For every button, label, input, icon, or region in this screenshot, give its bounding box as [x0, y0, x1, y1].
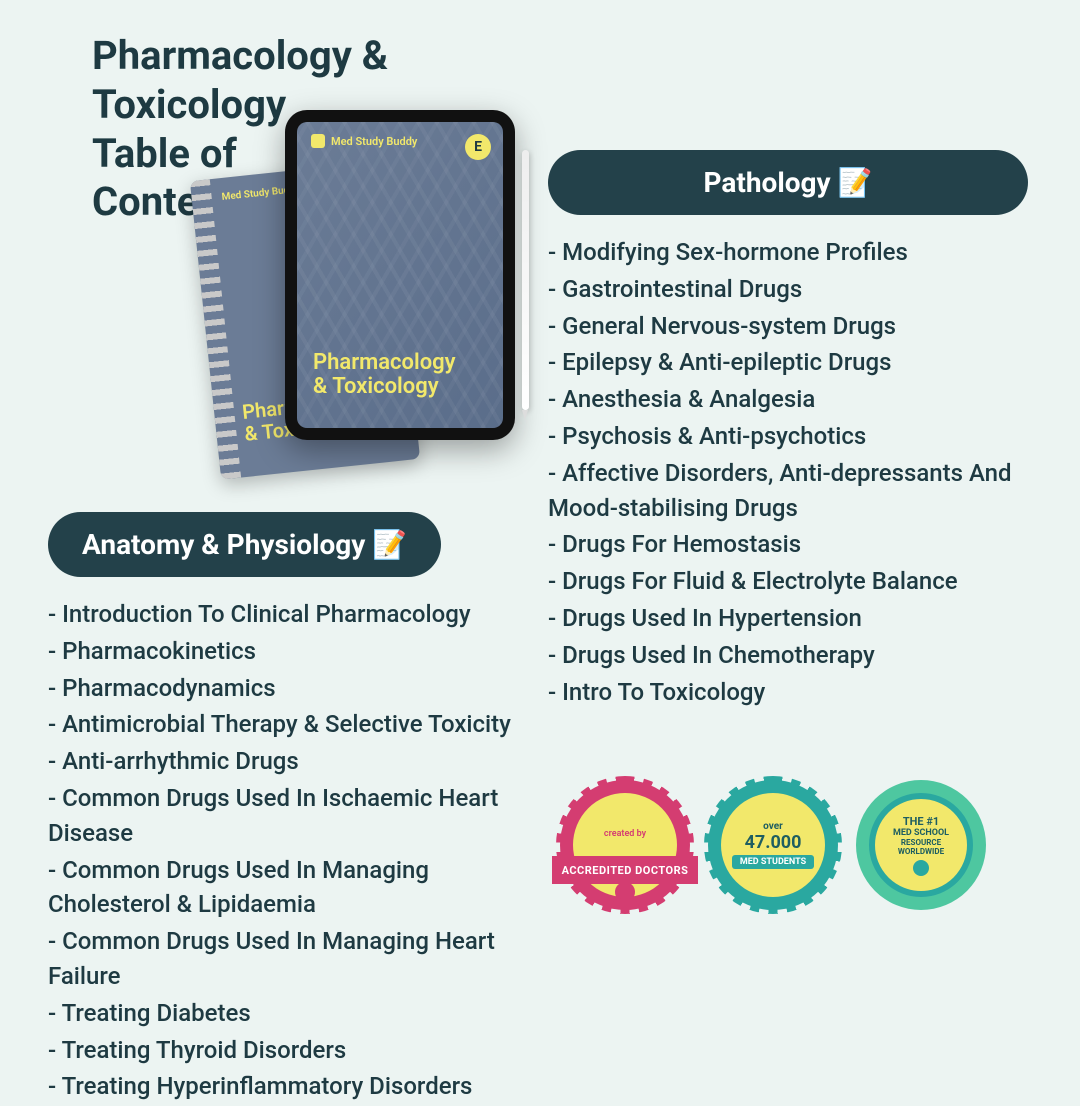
pathology-heading-pill: Pathology 📝 — [548, 150, 1028, 215]
person-icon — [615, 882, 635, 902]
badge-med-students: over 47.000 MED STUDENTS — [708, 780, 838, 910]
anatomy-section: Anatomy & Physiology 📝 - Introduction To… — [48, 512, 528, 1106]
topic-item: - Psychosis & Anti-psychotics — [548, 419, 1028, 454]
topic-item: - Treating Hyperinflammatory Disorders — [48, 1069, 528, 1104]
anatomy-heading-text: Anatomy & Physiology 📝 — [82, 528, 407, 561]
topic-item: - Antimicrobial Therapy & Selective Toxi… — [48, 707, 528, 742]
badge-accredited-doctors: created by ACCREDITED DOCTORS — [560, 780, 690, 910]
pathology-section: Pathology 📝 - Modifying Sex-hormone Prof… — [548, 150, 1028, 711]
topic-item: - Gastrointestinal Drugs — [548, 272, 1028, 307]
topic-item: - Pharmacokinetics — [48, 634, 528, 669]
anatomy-heading-pill: Anatomy & Physiology 📝 — [48, 512, 441, 577]
brand-square-icon — [311, 134, 325, 148]
tablet-brand: Med Study Buddy — [311, 134, 417, 148]
topic-item: - Anesthesia & Analgesia — [548, 382, 1028, 417]
topic-item: - Affective Disorders, Anti-depressants … — [548, 456, 1028, 526]
topic-item: - Drugs Used In Hypertension — [548, 601, 1028, 636]
topic-item: - Drugs Used In Chemotherapy — [548, 638, 1028, 673]
topic-item: - Common Drugs Used In Managing Choleste… — [48, 853, 528, 923]
pathology-topic-list: - Modifying Sex-hormone Profiles- Gastro… — [548, 235, 1028, 709]
badge-number-one: THE #1 MED SCHOOL RESOURCE WORLDWIDE — [856, 780, 986, 910]
topic-item: - Drugs For Fluid & Electrolyte Balance — [548, 564, 1028, 599]
topic-item: - Treating Diabetes — [48, 996, 528, 1031]
topic-item: - Introduction To Clinical Pharmacology — [48, 597, 528, 632]
title-line: Pharmacology & — [92, 32, 388, 79]
topic-item: - Intro To Toxicology — [548, 675, 1028, 710]
topic-item: - Pharmacodynamics — [48, 671, 528, 706]
topic-item: - Anti-arrhythmic Drugs — [48, 744, 528, 779]
stylus-icon — [522, 150, 529, 410]
anatomy-topic-list: - Introduction To Clinical Pharmacology-… — [48, 597, 528, 1104]
e-badge-icon: E — [465, 134, 491, 160]
topic-item: - Common Drugs Used In Managing Heart Fa… — [48, 924, 528, 994]
tablet-title: Pharmacology & Toxicology — [313, 351, 456, 400]
topic-item: - General Nervous-system Drugs — [548, 309, 1028, 344]
tablet-graphic: Med Study Buddy E Pharmacology & Toxicol… — [285, 110, 515, 440]
product-mockup: Med Study Buddy Pharmacology & Toxicolog… — [205, 110, 525, 490]
person-icon — [913, 860, 929, 876]
pathology-heading-text: Pathology 📝 — [704, 166, 873, 199]
topic-item: - Treating Thyroid Disorders — [48, 1033, 528, 1068]
topic-item: - Drugs For Hemostasis — [548, 527, 1028, 562]
tablet-screen: Med Study Buddy E Pharmacology & Toxicol… — [297, 122, 503, 428]
topic-item: - Modifying Sex-hormone Profiles — [548, 235, 1028, 270]
topic-item: - Common Drugs Used In Ischaemic Heart D… — [48, 781, 528, 851]
trust-badges: created by ACCREDITED DOCTORS over 47.00… — [560, 780, 986, 910]
topic-item: - Epilepsy & Anti-epileptic Drugs — [548, 345, 1028, 380]
